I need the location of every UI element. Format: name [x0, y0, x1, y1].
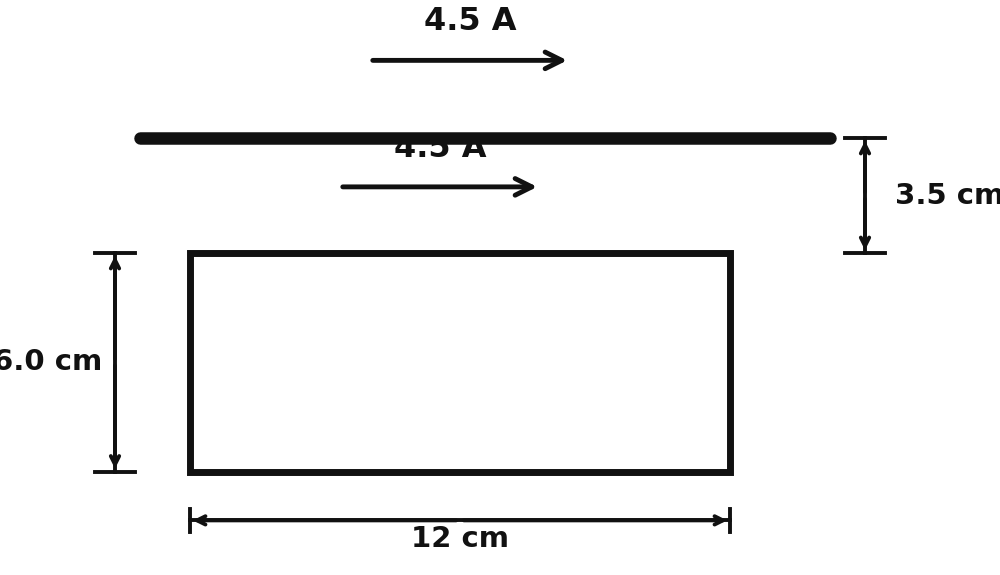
- Text: 6.0 cm: 6.0 cm: [0, 348, 103, 376]
- Text: 12 cm: 12 cm: [411, 525, 509, 553]
- Bar: [190, 253, 730, 472]
- Text: 4.5 A: 4.5 A: [394, 133, 486, 164]
- Text: 4.5 A: 4.5 A: [424, 6, 516, 37]
- Text: 3.5 cm: 3.5 cm: [895, 182, 1000, 209]
